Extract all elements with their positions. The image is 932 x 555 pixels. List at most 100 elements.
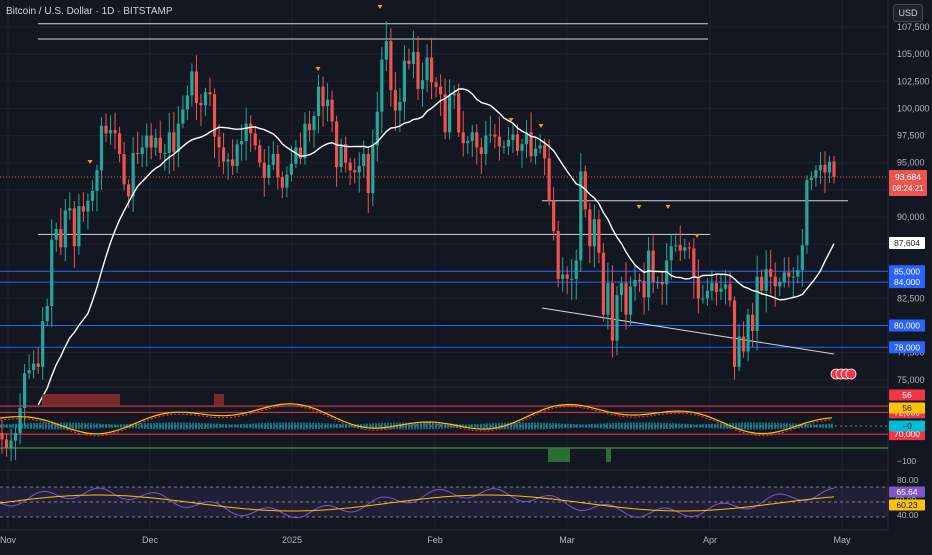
ma-value-label: 87,604 bbox=[894, 238, 920, 248]
candle-body bbox=[714, 283, 719, 292]
oscillator-histogram-bar bbox=[105, 423, 107, 429]
candle-body bbox=[800, 245, 804, 271]
oscillator-histogram-bar bbox=[768, 422, 770, 430]
oscillator-histogram-bar bbox=[750, 422, 752, 430]
oscillator-histogram-bar bbox=[429, 422, 431, 430]
oscillator-histogram-bar bbox=[744, 422, 746, 430]
candle-body bbox=[262, 162, 266, 178]
oscillator-histogram-bar bbox=[483, 423, 485, 429]
candle-body bbox=[547, 158, 551, 201]
oscillator-histogram-bar bbox=[207, 423, 209, 429]
oscillator-histogram-bar bbox=[450, 423, 452, 429]
oscillator-histogram-bar bbox=[714, 423, 716, 429]
oscillator-histogram-bar bbox=[828, 423, 830, 429]
oscillator-histogram-bar bbox=[165, 422, 167, 430]
oscillator-histogram-bar bbox=[417, 422, 419, 430]
oscillator-histogram-bar bbox=[582, 424, 584, 428]
oscillator-histogram-bar bbox=[306, 422, 308, 430]
oscillator-histogram-bar bbox=[39, 422, 41, 430]
candle-body bbox=[0, 433, 4, 440]
candle-body bbox=[475, 132, 479, 148]
candle-body bbox=[23, 373, 27, 409]
time-axis-label: Apr bbox=[703, 535, 717, 545]
oscillator-histogram-bar bbox=[507, 422, 509, 430]
time-axis-label: 2025 bbox=[282, 535, 302, 545]
candle-body bbox=[674, 245, 678, 247]
candle-body bbox=[751, 314, 755, 331]
oscillator-histogram-bar bbox=[162, 422, 164, 430]
candle-body bbox=[588, 209, 592, 247]
candle-body bbox=[723, 284, 728, 289]
oscillator-histogram-bar bbox=[594, 423, 596, 429]
oscillator-histogram-bar bbox=[234, 424, 236, 428]
oscillator-histogram-bar bbox=[288, 422, 290, 430]
oscillator-histogram-bar bbox=[72, 422, 74, 430]
candle-body bbox=[448, 95, 452, 133]
oscillator-upper-label-bg bbox=[889, 389, 925, 401]
oscillator-histogram-bar bbox=[387, 422, 389, 430]
candle-body bbox=[565, 274, 569, 279]
oscillator-histogram-bar bbox=[198, 422, 200, 430]
candle-body bbox=[746, 314, 750, 352]
oscillator-histogram-bar bbox=[474, 424, 476, 428]
candle-body bbox=[832, 161, 836, 177]
oscillator-histogram-bar bbox=[33, 422, 35, 430]
oscillator-histogram-bar bbox=[249, 423, 251, 429]
oscillator-histogram-bar bbox=[633, 422, 635, 430]
candle-body bbox=[782, 272, 786, 283]
candle-body bbox=[113, 130, 117, 134]
candle-body bbox=[108, 130, 113, 134]
candle-body bbox=[276, 154, 280, 177]
oscillator-histogram-bar bbox=[96, 423, 98, 429]
symbol-title[interactable]: Bitcoin / U.S. Dollar · 1D · BITSTAMP bbox=[6, 6, 173, 17]
currency-button[interactable]: USD bbox=[893, 4, 923, 22]
candle-body bbox=[380, 59, 384, 112]
oscillator-histogram-bar bbox=[30, 423, 32, 429]
oscillator-histogram-bar bbox=[21, 423, 23, 429]
oscillator-signal-line bbox=[0, 405, 833, 437]
oscillator-histogram-bar bbox=[120, 424, 122, 428]
candle-body bbox=[818, 164, 823, 171]
candle-body bbox=[728, 284, 732, 301]
oscillator-histogram-bar bbox=[339, 423, 341, 429]
candle-body bbox=[443, 94, 447, 133]
oscillator-histogram-bar bbox=[303, 422, 305, 430]
oscillator-histogram-bar bbox=[609, 423, 611, 429]
pivot-marker bbox=[694, 234, 700, 238]
pivot-marker bbox=[538, 124, 544, 128]
oscillator-histogram-bar bbox=[606, 423, 608, 429]
oscillator-histogram-bar bbox=[531, 422, 533, 430]
time-axis-label: Dec bbox=[142, 535, 159, 545]
candle-body bbox=[231, 159, 235, 166]
oscillator-histogram-bar bbox=[282, 422, 284, 430]
candle-body bbox=[543, 145, 547, 159]
oscillator-histogram-bar bbox=[579, 424, 581, 428]
oscillator-histogram-bar bbox=[696, 424, 698, 428]
current-price-label: 93,684 bbox=[895, 172, 921, 182]
oscillator-histogram-bar bbox=[240, 424, 242, 428]
blue-level-label: 84,000 bbox=[894, 277, 920, 287]
oscillator-histogram-bar bbox=[438, 423, 440, 429]
oscillator-histogram-bar bbox=[411, 422, 413, 430]
candle-body bbox=[579, 171, 583, 261]
oscillator-histogram-bar bbox=[237, 424, 239, 428]
rsi-ma-value-label-bg bbox=[889, 499, 925, 511]
candle-body bbox=[127, 184, 131, 197]
candle-body bbox=[90, 190, 95, 201]
pivot-marker bbox=[87, 160, 93, 164]
oscillator-histogram-bar bbox=[534, 422, 536, 430]
oscillator-histogram-bar bbox=[495, 423, 497, 429]
oscillator-histogram-bar bbox=[51, 422, 53, 430]
oscillator-histogram-bar bbox=[462, 424, 464, 428]
moving-average-line bbox=[37, 88, 835, 406]
candle-body bbox=[280, 176, 284, 188]
oscillator-histogram-bar bbox=[777, 422, 779, 430]
time-axis-label: Feb bbox=[427, 535, 443, 545]
candle-body bbox=[190, 71, 194, 96]
candle-body bbox=[592, 219, 596, 247]
oscillator-histogram-bar bbox=[267, 422, 269, 430]
oscillator-histogram-bar bbox=[807, 424, 809, 428]
candle-body bbox=[624, 283, 628, 315]
